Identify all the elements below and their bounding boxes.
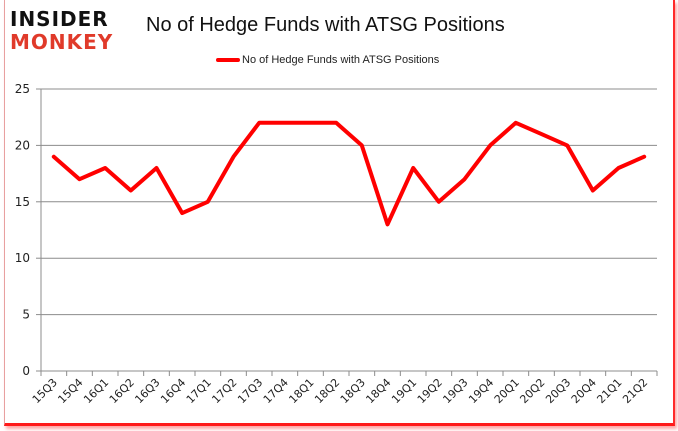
x-tick-label: 19Q2 [415, 376, 445, 406]
x-tick-label: 17Q1 [184, 376, 214, 406]
x-tick-label: 16Q1 [81, 376, 111, 406]
x-tick-label: 18Q1 [286, 376, 316, 406]
x-tick-label: 18Q2 [312, 376, 342, 406]
x-tick-label: 17Q2 [209, 376, 239, 406]
x-tick-label: 17Q4 [261, 376, 291, 406]
x-tick-label: 19Q4 [466, 376, 496, 406]
chart-frame [4, 0, 675, 426]
x-tick-label: 15Q3 [30, 376, 60, 406]
x-tick-label: 21Q1 [594, 376, 624, 406]
x-tick-label: 21Q2 [620, 376, 650, 406]
insider-monkey-logo: INSIDER MONKEY [10, 8, 130, 56]
x-tick-label: 20Q3 [543, 376, 573, 406]
x-tick-label: 20Q1 [492, 376, 522, 406]
x-tick-label: 20Q2 [517, 376, 547, 406]
y-tick-label: 20 [15, 138, 30, 152]
x-tick-label: 19Q3 [440, 376, 470, 406]
y-axis-ticks: 0 5 10 15 20 25 [15, 82, 30, 378]
data-series [51, 120, 647, 227]
y-tick-label: 0 [22, 364, 30, 378]
chart-title: No of Hedge Funds with ATSG Positions [146, 14, 505, 36]
x-tick-label: 19Q1 [389, 376, 419, 406]
y-tick-label: 5 [22, 308, 30, 322]
y-tick-label: 25 [15, 82, 30, 96]
y-tick-label: 10 [15, 251, 30, 265]
legend-label: No of Hedge Funds with ATSG Positions [242, 54, 440, 66]
y-tick-label: 15 [15, 195, 30, 209]
logo-line-1: INSIDER [10, 7, 109, 31]
chart-legend: No of Hedge Funds with ATSG Positions [216, 54, 439, 66]
x-tick-label: 16Q3 [132, 376, 162, 406]
x-tick-label: 18Q4 [363, 376, 393, 406]
series-line [51, 120, 647, 227]
x-tick-label: 17Q3 [235, 376, 265, 406]
legend-line-icon [216, 58, 240, 62]
gridlines [36, 88, 657, 372]
x-tick-label: 16Q4 [158, 376, 188, 406]
x-axis: 15Q315Q416Q116Q216Q316Q417Q117Q217Q317Q4… [30, 89, 658, 406]
x-tick-label: 16Q2 [107, 376, 137, 406]
logo-line-2: MONKEY [10, 30, 114, 54]
x-tick-label: 15Q4 [55, 376, 85, 406]
x-tick-label: 18Q3 [338, 376, 368, 406]
x-tick-label: 20Q4 [569, 376, 599, 406]
